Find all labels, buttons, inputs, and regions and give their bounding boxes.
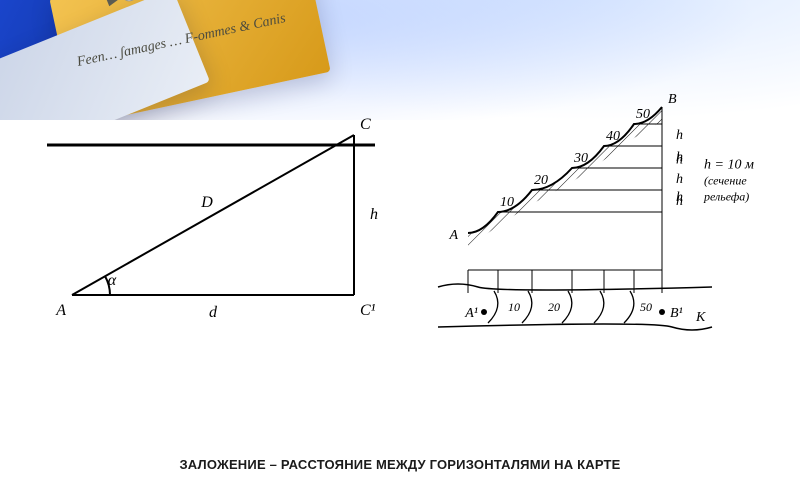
svg-text:B: B — [668, 92, 677, 107]
page: Feen… ʃɑmages … F-ommes & Cɑnis ACC¹Ddhα… — [0, 0, 800, 500]
svg-text:h: h — [676, 150, 683, 165]
svg-text:A: A — [448, 228, 458, 243]
svg-text:10: 10 — [508, 300, 520, 314]
svg-text:50: 50 — [640, 300, 652, 314]
svg-text:20: 20 — [534, 173, 548, 188]
svg-text:50: 50 — [636, 107, 650, 122]
svg-text:h: h — [676, 190, 683, 205]
svg-text:B¹: B¹ — [670, 306, 683, 321]
svg-text:(сечение: (сечение — [704, 174, 747, 188]
svg-text:30: 30 — [573, 151, 588, 166]
svg-text:h: h — [676, 128, 683, 143]
caption-text: ЗАЛОЖЕНИЕ – РАССТОЯНИЕ МЕЖДУ ГОРИЗОНТАЛЯ… — [0, 457, 800, 472]
svg-text:40: 40 — [606, 129, 620, 144]
svg-text:рельефа): рельефа) — [703, 190, 749, 204]
svg-text:10: 10 — [500, 195, 514, 210]
svg-text:K: K — [695, 310, 706, 325]
svg-text:h = 10 м: h = 10 м — [704, 158, 754, 173]
svg-text:20: 20 — [548, 300, 560, 314]
svg-text:A¹: A¹ — [464, 306, 478, 321]
svg-text:h: h — [676, 172, 683, 187]
contour-diagram: 1020304050102050A¹B¹ABhhhhhhh = 10 м(сеч… — [0, 0, 800, 500]
